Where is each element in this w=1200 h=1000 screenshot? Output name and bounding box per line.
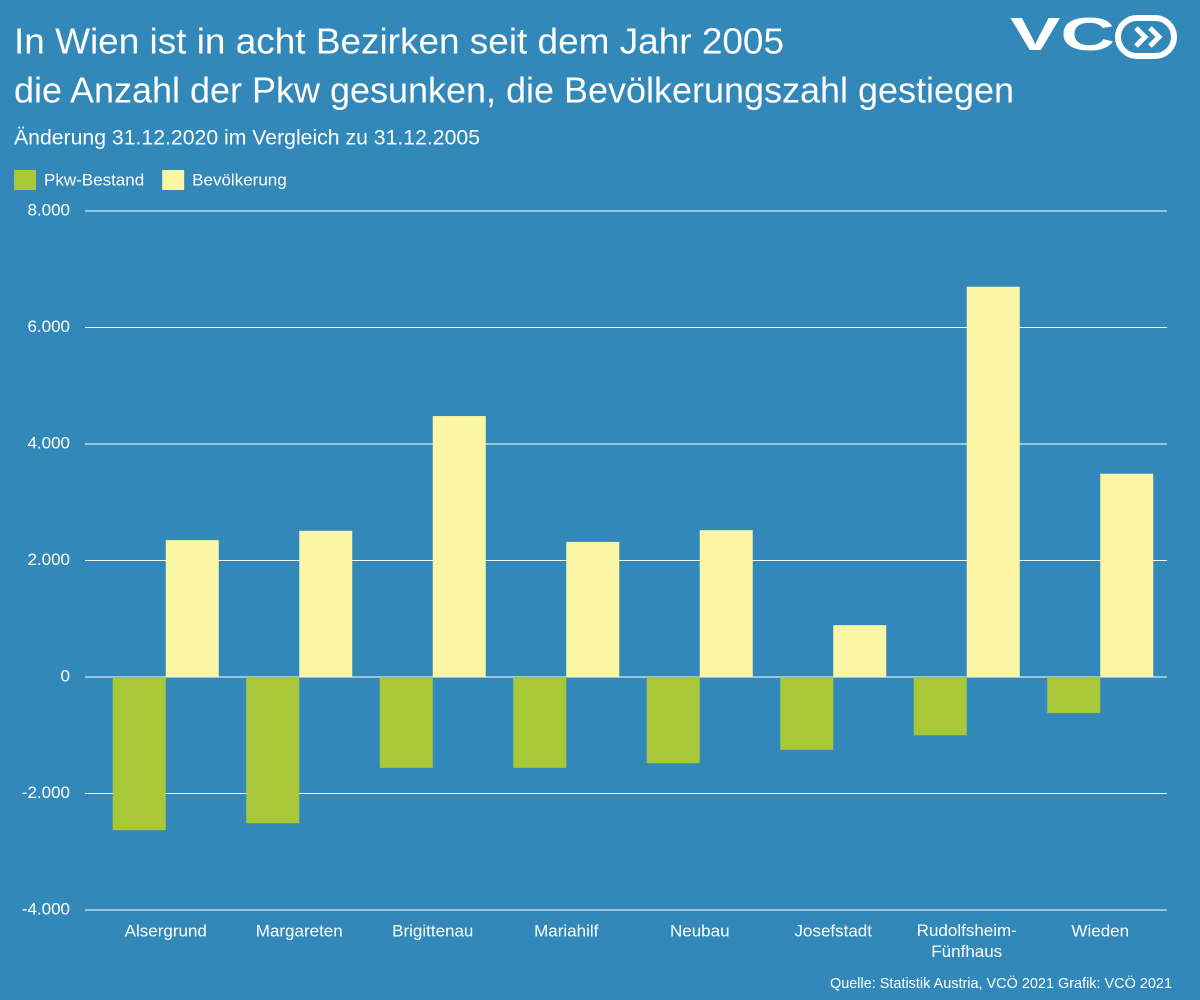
bar: [246, 677, 300, 824]
bar: [646, 677, 700, 764]
y-tick-label: -2.000: [22, 783, 70, 802]
bar: [1047, 677, 1101, 714]
bar: [1100, 473, 1154, 677]
y-tick-label: 0: [61, 666, 70, 685]
logo-mark: [1115, 15, 1177, 59]
y-tick-label: 8.000: [27, 200, 70, 219]
bar: [699, 530, 753, 677]
x-tick-label: Josefstadt: [795, 921, 873, 940]
legend-label: Pkw-Bestand: [44, 170, 144, 189]
bar: [913, 677, 967, 736]
legend-label: Bevölkerung: [192, 170, 287, 189]
bar: [966, 286, 1020, 677]
chart-title: die Anzahl der Pkw gesunken, die Bevölke…: [14, 70, 1014, 111]
x-tick-label: Mariahilf: [534, 921, 599, 940]
x-tick-label: Margareten: [256, 921, 343, 940]
bar: [299, 530, 353, 677]
logo: VC: [1010, 8, 1115, 60]
chart-title: In Wien ist in acht Bezirken seit dem Ja…: [14, 21, 784, 62]
bar: [513, 677, 567, 768]
bar: [379, 677, 433, 768]
x-tick-label: Neubau: [670, 921, 730, 940]
legend-swatch: [14, 170, 36, 190]
legend-swatch: [162, 170, 185, 190]
y-tick-label: 6.000: [27, 317, 70, 336]
bar: [833, 625, 887, 677]
bar: [165, 540, 219, 677]
bar: [780, 677, 834, 750]
y-tick-label: 4.000: [27, 433, 70, 452]
y-tick-label: 2.000: [27, 550, 70, 569]
bar: [432, 416, 486, 677]
bar: [566, 541, 620, 677]
x-tick-label: Rudolfsheim-Fünfhaus: [917, 921, 1017, 961]
x-tick-label: Wieden: [1071, 921, 1129, 940]
x-tick-label: Alsergrund: [125, 921, 207, 940]
source: Quelle: Statistik Austria, VCÖ 2021 Graf…: [830, 974, 1172, 992]
x-tick-label: Brigittenau: [392, 921, 473, 940]
y-tick-label: -4.000: [22, 899, 70, 918]
bar: [112, 677, 166, 831]
chart-subtitle: Änderung 31.12.2020 im Vergleich zu 31.1…: [14, 127, 480, 150]
